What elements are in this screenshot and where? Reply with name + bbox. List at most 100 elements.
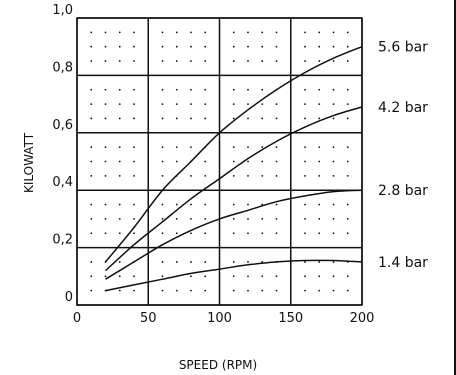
grid-dot xyxy=(318,60,321,62)
series-label: 1.4 bar xyxy=(378,255,428,271)
grid-dot xyxy=(232,203,235,206)
grid-dot xyxy=(118,160,121,163)
grid-dot xyxy=(318,275,321,278)
grid-dot xyxy=(346,174,349,177)
grid-dot xyxy=(118,275,121,278)
x-tick-label: 150 xyxy=(278,311,303,326)
y-tick-label: 1,0 xyxy=(52,3,73,18)
grid-dot xyxy=(304,203,306,206)
grid-dot xyxy=(104,146,107,149)
grid-dot xyxy=(332,88,335,91)
grid-dot xyxy=(232,146,235,149)
grid-dot xyxy=(261,45,264,48)
grid-dot xyxy=(318,203,321,206)
grid-dot xyxy=(161,117,164,120)
grid-dot xyxy=(104,232,107,235)
x-axis-title: SPEED (RPM) xyxy=(179,358,257,372)
grid-dot xyxy=(104,174,107,177)
grid-dot xyxy=(304,146,306,149)
grid-dot xyxy=(133,31,135,34)
grid-dot xyxy=(90,45,93,48)
grid-dot xyxy=(90,60,93,62)
grid-dot xyxy=(175,45,178,48)
grid-dot xyxy=(304,103,306,105)
grid-dot xyxy=(346,203,349,206)
grid-dot xyxy=(90,117,93,120)
grid-dot xyxy=(175,103,178,105)
grid-dot xyxy=(275,60,278,62)
y-tick-label: 0,8 xyxy=(52,60,73,75)
grid-dot xyxy=(104,45,107,48)
grid-dot xyxy=(204,218,207,220)
grid-dot xyxy=(175,218,178,220)
y-axis-title: KILOWATT xyxy=(22,132,36,193)
grid-dot xyxy=(332,174,335,177)
grid-dot xyxy=(332,31,335,34)
grid-dot xyxy=(232,261,235,263)
grid-dot xyxy=(275,45,278,48)
grid-dot xyxy=(161,45,164,48)
grid-dot xyxy=(318,261,321,263)
grid-dot xyxy=(304,218,306,220)
grid-dot xyxy=(247,31,249,34)
grid-dot xyxy=(90,232,93,235)
grid-dot xyxy=(190,146,192,149)
grid-dot xyxy=(133,289,135,292)
grid-dot xyxy=(247,160,249,163)
grid-dot xyxy=(318,174,321,177)
grid-dot xyxy=(247,203,249,206)
x-tick-label: 200 xyxy=(350,311,375,326)
grid-dot xyxy=(247,117,249,120)
grid-dot xyxy=(175,88,178,91)
grid-dot xyxy=(133,218,135,220)
grid-dot xyxy=(90,160,93,163)
grid-dot xyxy=(232,31,235,34)
grid-dot xyxy=(232,174,235,177)
grid-dot xyxy=(133,117,135,120)
grid-dot xyxy=(118,117,121,120)
grid-dot xyxy=(275,275,278,278)
grid-dot xyxy=(247,60,249,62)
series-line xyxy=(104,106,363,272)
grid-dot xyxy=(190,174,192,177)
grid-dot xyxy=(275,117,278,120)
grid-dot xyxy=(161,88,164,91)
grid-dot xyxy=(90,146,93,149)
grid-dot xyxy=(247,232,249,235)
grid-dot xyxy=(275,174,278,177)
grid-dot xyxy=(304,117,306,120)
series-label: 4.2 bar xyxy=(378,100,428,116)
x-tick-label: 0 xyxy=(73,311,81,326)
grid-dot xyxy=(261,103,264,105)
series-lines xyxy=(104,46,363,292)
grid-dot xyxy=(332,103,335,105)
grid-dot xyxy=(104,103,107,105)
series-line xyxy=(105,189,363,280)
grid-dot xyxy=(204,88,207,91)
grid-dot xyxy=(133,103,135,105)
grid-dot xyxy=(133,203,135,206)
grid-dot xyxy=(190,203,192,206)
grid-dot xyxy=(175,289,178,292)
grid-dot xyxy=(318,146,321,149)
minor-dot-grid xyxy=(90,31,349,292)
grid-dot xyxy=(232,218,235,220)
grid-dot xyxy=(190,232,192,235)
grid-dot xyxy=(190,218,192,220)
grid-dot xyxy=(232,289,235,292)
grid-dot xyxy=(261,174,264,177)
grid-dot xyxy=(318,232,321,235)
grid-dot xyxy=(275,232,278,235)
grid-dot xyxy=(232,60,235,62)
grid-dot xyxy=(318,218,321,220)
grid-dot xyxy=(161,289,164,292)
grid-dot xyxy=(232,45,235,48)
grid-dot xyxy=(318,31,321,34)
grid-dot xyxy=(318,45,321,48)
grid-dot xyxy=(161,103,164,105)
grid-dot xyxy=(332,232,335,235)
x-tick-label: 50 xyxy=(140,311,157,326)
grid-dot xyxy=(318,289,321,292)
grid-dot xyxy=(175,117,178,120)
